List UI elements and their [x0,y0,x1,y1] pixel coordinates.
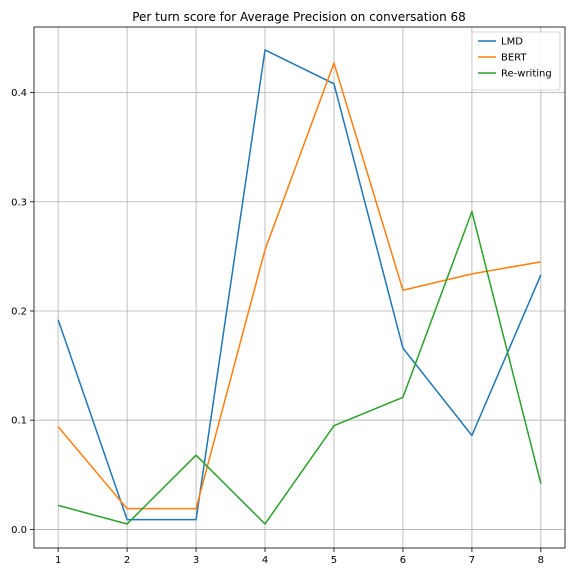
chart-title: Per turn score for Average Precision on … [132,10,466,24]
legend-label-re-writing: Re-writing [501,69,552,80]
y-tick-label: 0.4 [11,88,27,99]
legend: LMD BERT Re-writing [471,31,561,91]
x-tick-label: 8 [538,555,544,566]
x-tick-label: 2 [124,555,130,566]
series-line-re-writing [57,210,542,525]
x-tick-label: 3 [193,555,199,566]
y-tick-label: 0.3 [11,197,27,208]
x-tick-label: 1 [55,555,61,566]
x-tick-label: 6 [400,555,406,566]
x-tick-label: 5 [331,555,337,566]
legend-label-bert: BERT [501,53,527,64]
x-tick-label: 4 [262,555,268,566]
axes: 1 2 3 4 5 6 7 8 0.0 0.1 0.2 0.3 0.4 [11,26,566,566]
legend-box [471,31,561,91]
plot-frame [33,26,566,549]
y-tick-label: 0.0 [11,525,27,536]
grid [34,27,565,548]
y-tick-label: 0.2 [11,306,27,317]
legend-label-lmd: LMD [501,37,523,48]
series-line-lmd [57,49,542,521]
y-tick-label: 0.1 [11,416,27,427]
x-tick-label: 7 [469,555,475,566]
series-line-bert [57,62,541,510]
series-lines [57,49,542,525]
